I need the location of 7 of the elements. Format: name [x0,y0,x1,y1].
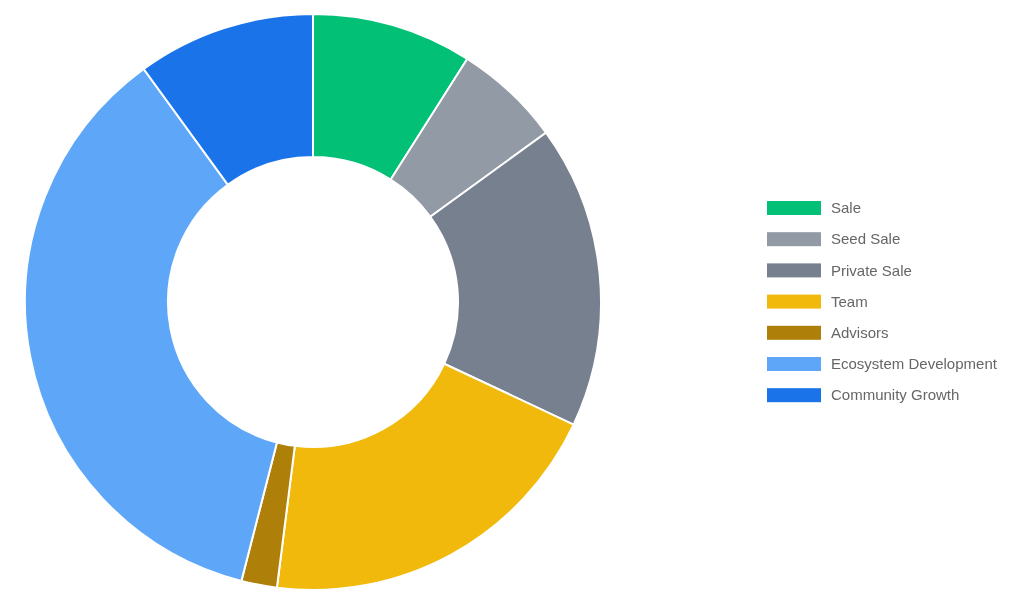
legend-label: Advisors [831,324,889,342]
legend-label: Ecosystem Development [831,355,998,373]
legend-label: Team [831,292,868,310]
legend-label: Community Growth [831,386,960,404]
legend-label: Private Sale [831,261,912,279]
legend-label: Seed Sale [831,230,901,248]
legend-label: Sale [831,199,862,217]
